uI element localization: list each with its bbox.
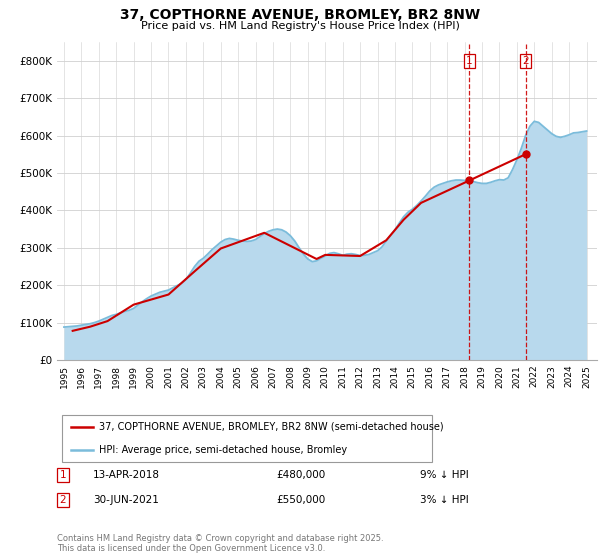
Text: £480,000: £480,000	[276, 470, 325, 480]
Text: 2: 2	[59, 495, 67, 505]
Text: 13-APR-2018: 13-APR-2018	[93, 470, 160, 480]
Text: 2: 2	[522, 55, 529, 66]
Text: 1: 1	[466, 55, 473, 66]
Text: Price paid vs. HM Land Registry's House Price Index (HPI): Price paid vs. HM Land Registry's House …	[140, 21, 460, 31]
Text: £550,000: £550,000	[276, 495, 325, 505]
Text: 1: 1	[59, 470, 67, 480]
Text: 3% ↓ HPI: 3% ↓ HPI	[420, 495, 469, 505]
Text: 9% ↓ HPI: 9% ↓ HPI	[420, 470, 469, 480]
Text: 37, COPTHORNE AVENUE, BROMLEY, BR2 8NW: 37, COPTHORNE AVENUE, BROMLEY, BR2 8NW	[120, 8, 480, 22]
Text: HPI: Average price, semi-detached house, Bromley: HPI: Average price, semi-detached house,…	[99, 445, 347, 455]
Text: 37, COPTHORNE AVENUE, BROMLEY, BR2 8NW (semi-detached house): 37, COPTHORNE AVENUE, BROMLEY, BR2 8NW (…	[99, 422, 443, 432]
FancyBboxPatch shape	[62, 415, 432, 462]
Text: 30-JUN-2021: 30-JUN-2021	[93, 495, 159, 505]
Text: Contains HM Land Registry data © Crown copyright and database right 2025.
This d: Contains HM Land Registry data © Crown c…	[57, 534, 383, 553]
